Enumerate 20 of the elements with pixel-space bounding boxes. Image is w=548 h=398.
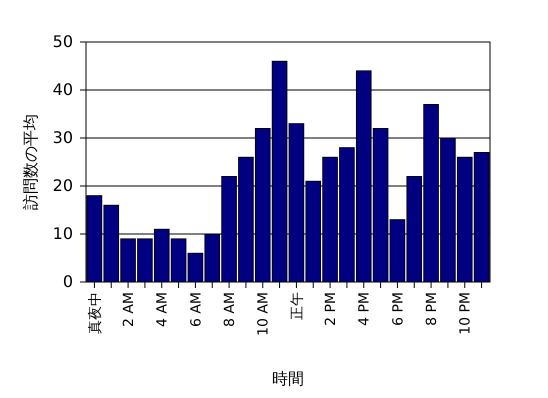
x-tick-label: 6 AM	[188, 292, 204, 328]
y-tick-label: 40	[52, 80, 73, 100]
x-tick-label: 真夜中	[87, 292, 104, 334]
x-tick-label: 8 AM	[222, 292, 238, 328]
x-tick-label: 8 PM	[424, 292, 440, 326]
x-tick-label: 10 AM	[256, 292, 272, 336]
x-tick-label: 4 AM	[154, 292, 171, 328]
x-tick-label: 6 PM	[390, 292, 406, 326]
y-tick-label: 10	[52, 224, 73, 244]
x-tick-label: 2 AM	[120, 292, 137, 328]
y-tick-label: 0	[62, 272, 73, 292]
x-tick-label: 2 PM	[322, 292, 339, 326]
x-axis-title: 時間	[272, 369, 304, 388]
y-tick-label: 50	[52, 32, 73, 52]
x-tick-label: 4 PM	[356, 292, 373, 326]
x-tick-label: 正午	[289, 292, 306, 320]
y-tick-label: 30	[52, 128, 73, 148]
y-tick-label: 20	[52, 176, 73, 196]
x-tick-label: 10 PM	[458, 292, 474, 335]
y-axis-title: 訪問数の平均	[21, 114, 40, 210]
